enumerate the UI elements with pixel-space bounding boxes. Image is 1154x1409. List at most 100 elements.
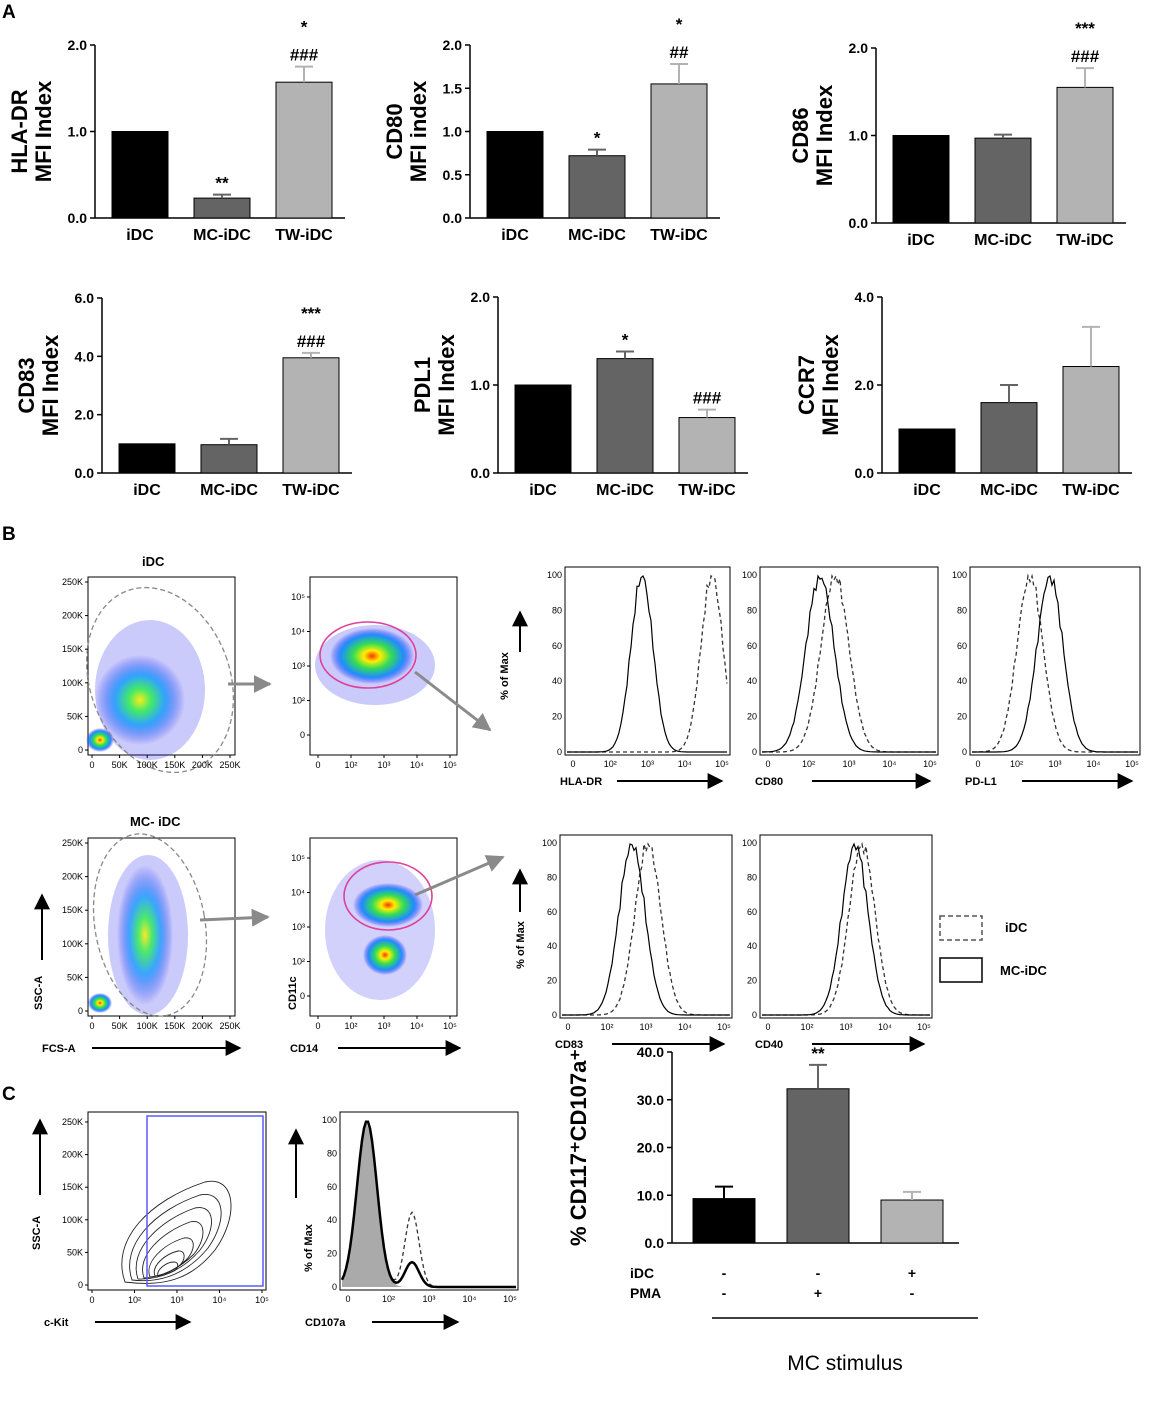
histogram-hla-dr: 100 80 60 40 20 00 10² 10³ 10⁴ 10⁵ HLA-DR — [547, 566, 731, 789]
y-tick-label: 0.0 — [68, 210, 88, 226]
tick-label: 150K — [62, 644, 83, 654]
significance-hash: ### — [693, 389, 722, 408]
tick-label: 100K — [62, 939, 83, 949]
tick-label: 10² — [382, 1294, 395, 1304]
tick-label: 0 — [345, 1294, 350, 1304]
tick-label: 100K — [137, 1021, 158, 1031]
condition-sign: - — [816, 1265, 821, 1281]
tick-label: 100 — [742, 570, 757, 580]
tick-label: 250K — [219, 760, 240, 770]
tick-label: 0 — [300, 730, 305, 740]
tick-label: 0 — [78, 1280, 83, 1290]
bar-chart-cd117-cd107a: 0.0 10.0 20.0 30.0 40.0 ** % CD117⁺CD107a⁺ iDC -… — [566, 1044, 978, 1375]
condition-sign: - — [910, 1285, 915, 1301]
tick-label: 0 — [565, 1022, 570, 1032]
bar — [486, 131, 544, 219]
tick-label: 80 — [747, 872, 757, 882]
tick-label: 0 — [752, 747, 757, 757]
bar — [514, 384, 572, 474]
tick-label: 150K — [164, 1021, 185, 1031]
y-tick-label: 4.0 — [75, 348, 95, 364]
histogram-dashed-idc — [567, 575, 728, 753]
y-axis-label-mfi: MFI Index — [31, 80, 56, 182]
category-label: MC-iDC — [568, 227, 626, 244]
tick-label: 100 — [322, 1115, 337, 1125]
y-axis-label-mfi: MFI Index — [38, 334, 63, 436]
cd11c-ticks-mc-idc: 10⁵ 10⁴ 10³ 10² 0 0 10² 10³ 10⁴ 10⁵ — [291, 853, 457, 1031]
contour-plot — [87, 1111, 267, 1291]
bar — [200, 444, 258, 474]
y-axis-label-mfi: MFI Index — [818, 334, 843, 436]
condition-label: iDC — [630, 1265, 654, 1281]
significance-star: * — [622, 331, 629, 350]
tick-label: 10⁵ — [503, 1294, 517, 1304]
tick-label: 150K — [62, 1182, 83, 1192]
tick-label: 50K — [67, 711, 83, 721]
cd14-axis-label: CD14 — [290, 1043, 319, 1055]
tick-label: 60 — [747, 641, 757, 651]
tick-label: 200K — [62, 1150, 83, 1160]
tick-label: 200K — [192, 1021, 213, 1031]
y-tick-label: 2.0 — [443, 37, 463, 53]
category-label: iDC — [126, 227, 154, 244]
pct-max-label: % of Max — [499, 651, 511, 700]
histogram-cd107a: 100 80 60 40 20 00 10² 10³ 10⁴ 10⁵ — [322, 1111, 519, 1304]
tick-label: 10² — [800, 1022, 813, 1032]
tick-label: 80 — [327, 1148, 337, 1158]
tick-label: 10⁴ — [291, 627, 305, 637]
bar — [678, 417, 736, 474]
tick-label: 100 — [952, 570, 967, 580]
fsc-axis-label: FCS-A — [42, 1043, 76, 1055]
bar — [1056, 86, 1114, 224]
histogram-cd40: 100 80 60 40 20 00 10² 10³ 10⁴ 10⁵ CD40 — [742, 834, 933, 1052]
significance-star: * — [676, 15, 683, 34]
significance-star: *** — [1075, 19, 1095, 38]
category-label: iDC — [913, 482, 941, 499]
significance-hash: ### — [1071, 47, 1100, 66]
histogram-fill — [342, 1121, 516, 1287]
histogram-solid — [761, 574, 936, 753]
y-tick-label: 1.0 — [68, 124, 88, 140]
histogram-frame — [759, 834, 933, 1019]
tick-label: 10⁴ — [678, 759, 692, 769]
tick-label: 0 — [89, 1295, 94, 1305]
tick-label: 10⁴ — [678, 1022, 692, 1032]
bar — [596, 358, 654, 474]
cd11c-axis-label: CD11c — [287, 976, 299, 1010]
tick-label: 250K — [62, 577, 83, 587]
histogram-x-label: HLA-DR — [560, 776, 602, 788]
tick-label: 60 — [547, 907, 557, 917]
row1-title: iDC — [142, 554, 165, 569]
category-label: iDC — [907, 232, 935, 249]
bar — [786, 1088, 850, 1244]
tick-label: 10³ — [377, 1021, 390, 1031]
tick-label: 0 — [752, 1010, 757, 1020]
cd11c-ticks-idc: 10⁵ 10⁴ 10³ 10² 0 0 10² 10³ 10⁴ 10⁵ — [291, 592, 457, 770]
tick-label: 10³ — [377, 760, 390, 770]
y-axis-label-marker: HLA-DR — [7, 89, 32, 173]
tick-label: 0 — [975, 759, 980, 769]
gate-arrow — [414, 855, 505, 897]
bar — [898, 428, 956, 474]
histogram-x-label: PD-L1 — [965, 776, 997, 788]
tick-label: 150K — [164, 760, 185, 770]
bar — [1062, 366, 1120, 474]
cd11c-cd14-plot-mc-idc — [309, 837, 458, 1017]
bar — [568, 155, 626, 219]
tick-label: 10³ — [292, 661, 305, 671]
category-label: MC-iDC — [596, 482, 654, 499]
tick-label: 10⁵ — [923, 759, 937, 769]
ckit-axis-label: c-Kit — [44, 1317, 69, 1329]
cd11c-gate-idc — [319, 621, 417, 689]
histogram-x-label: CD40 — [755, 1039, 783, 1051]
tick-label: 0 — [300, 991, 305, 1001]
bar — [282, 357, 340, 474]
panel-label-c: C — [2, 1084, 16, 1105]
tick-label: 150K — [62, 905, 83, 915]
tick-label: 10⁵ — [717, 1022, 731, 1032]
tick-label: 10⁴ — [1087, 759, 1101, 769]
tick-label: 0 — [557, 747, 562, 757]
tick-label: 60 — [552, 641, 562, 651]
category-label: MC-iDC — [980, 482, 1038, 499]
